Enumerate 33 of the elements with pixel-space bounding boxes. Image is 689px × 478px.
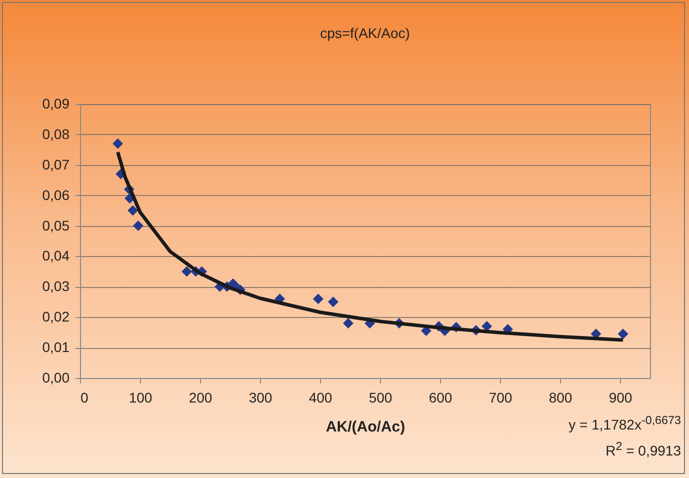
- y-tick-label: 0,09: [42, 96, 70, 112]
- x-tick-label: 400: [308, 390, 332, 406]
- y-tick-label: 0,07: [42, 156, 70, 172]
- x-tick-label: 700: [488, 390, 512, 406]
- x-tick-label: 200: [188, 390, 212, 406]
- point: [618, 328, 628, 340]
- x-axis-title: AK/(Ao/Ac): [326, 418, 406, 436]
- y-tick-label: 0,00: [42, 370, 70, 386]
- point: [482, 321, 492, 332]
- x-tick-label: 800: [548, 390, 572, 406]
- x-tick-label: 0: [80, 390, 88, 406]
- chart-title: cps=f(AK/Aoc): [320, 25, 410, 41]
- y-tick-label: 0,02: [42, 308, 70, 325]
- x-tick-label: 600: [428, 390, 452, 406]
- point: [342, 318, 354, 328]
- point: [328, 296, 338, 308]
- x-tick-label: 900: [608, 390, 632, 406]
- point: [112, 138, 124, 149]
- point: [312, 294, 324, 304]
- point: [128, 205, 138, 216]
- x-tick-label: 500: [368, 390, 392, 406]
- y-tick-label: 0,06: [42, 186, 70, 203]
- x-tick-label: 300: [248, 390, 272, 406]
- y-tick-label: 0,05: [42, 217, 70, 234]
- y-tick-label: 0,03: [42, 278, 70, 294]
- x-tick-label: 100: [128, 390, 152, 406]
- point: [182, 266, 192, 277]
- point: [132, 220, 144, 232]
- y-tick-label: 0,04: [42, 248, 70, 264]
- y-tick-label: 0,01: [42, 339, 70, 356]
- text: R$^{2}$ = 0,9913: [604, 438, 681, 460]
- y-tick-label: 0,08: [42, 126, 70, 142]
- text: y = 1,1782x$^{-0,6673}$: [568, 413, 681, 435]
